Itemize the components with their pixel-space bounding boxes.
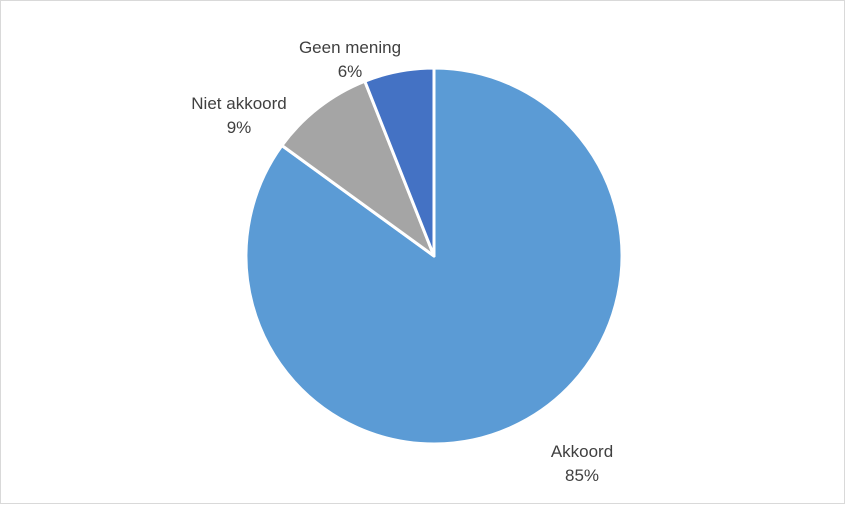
slice-label-geen-mening: Geen mening bbox=[299, 38, 401, 57]
slice-label-niet-akkoord: Niet akkoord bbox=[191, 94, 286, 113]
slice-percent-geen-mening: 6% bbox=[338, 62, 363, 81]
slice-percent-akkoord: 85% bbox=[565, 466, 599, 485]
slice-label-akkoord: Akkoord bbox=[551, 442, 613, 461]
pie-slice-geen-mening bbox=[363, 66, 436, 258]
slice-percent-niet-akkoord: 9% bbox=[227, 118, 252, 137]
pie-slice-niet-akkoord bbox=[280, 79, 436, 258]
